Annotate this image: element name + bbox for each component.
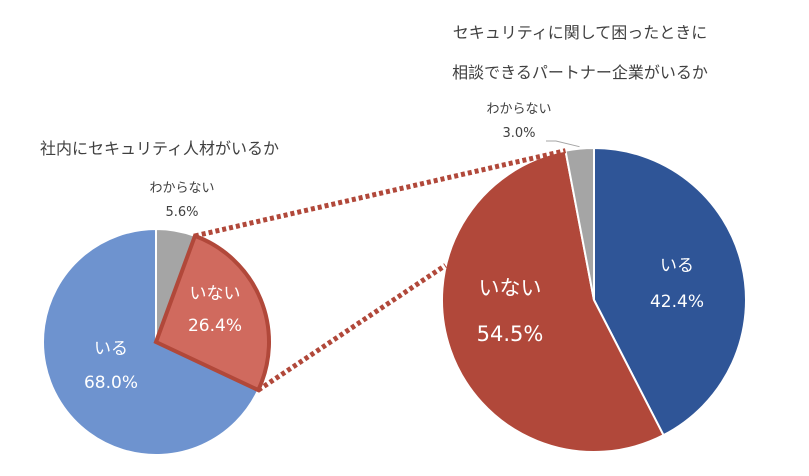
right-unknown-label: わからない [486, 102, 551, 117]
left-no-value: 26.4% [188, 316, 242, 336]
left-pie-title: 社内にセキュリティ人材がいるか [40, 139, 279, 158]
left-unknown-value: 5.6% [165, 205, 198, 220]
right-pie-slice-unknown [564, 146, 595, 301]
left-pie [42, 227, 271, 456]
right-pie-title-line1: セキュリティに関して困ったときに [453, 23, 708, 42]
right-pie-title-line2: 相談できるパートナー企業がいるか [452, 63, 708, 82]
right-pie-slice-yes [593, 146, 747, 437]
left-pie-slice-yes [42, 227, 260, 456]
right-unknown-value: 3.0% [502, 126, 535, 141]
connector-line-top [194, 148, 567, 239]
right-yes-label: いる [660, 256, 694, 276]
right-no-value: 54.5% [477, 322, 544, 346]
right-unknown-leader-line [546, 140, 580, 148]
left-no-label: いない [190, 284, 241, 304]
left-unknown-label: わからない [149, 181, 214, 196]
connector-line-bottom [256, 263, 447, 393]
left-yes-value: 68.0% [84, 373, 138, 393]
right-pie-slice-no [441, 149, 665, 454]
right-pie [441, 146, 747, 454]
right-yes-value: 42.4% [650, 292, 704, 312]
left-yes-label: いる [94, 339, 128, 359]
right-no-label: いない [479, 276, 542, 300]
left-pie-slice-no [153, 233, 271, 393]
